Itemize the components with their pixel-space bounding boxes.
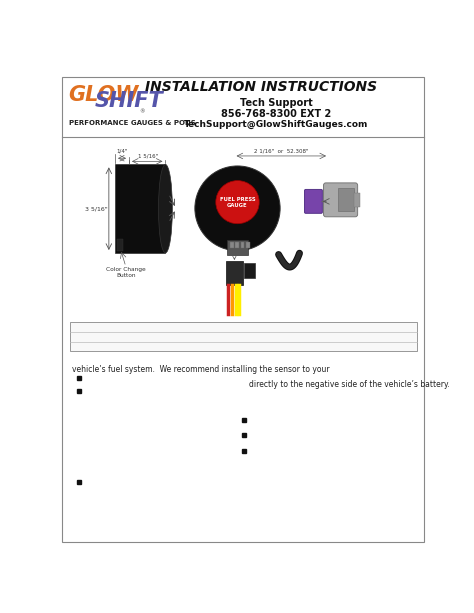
Bar: [226, 261, 243, 284]
Text: 2 1/16"  or  52.308": 2 1/16" or 52.308": [254, 148, 309, 154]
Ellipse shape: [158, 164, 173, 253]
Bar: [230, 242, 234, 248]
Circle shape: [195, 166, 280, 251]
Bar: [70, 321, 417, 351]
Circle shape: [216, 181, 259, 224]
Text: GLOW: GLOW: [69, 85, 139, 105]
Bar: [241, 242, 245, 248]
Bar: [115, 164, 165, 253]
Bar: [244, 263, 255, 278]
FancyBboxPatch shape: [304, 189, 322, 213]
Bar: [235, 242, 239, 248]
Text: Tech Support: Tech Support: [240, 98, 313, 108]
Text: PERFORMANCE GAUGES & PODS: PERFORMANCE GAUGES & PODS: [69, 120, 195, 126]
Text: vehicle’s fuel system.  We recommend installing the sensor to your: vehicle’s fuel system. We recommend inst…: [72, 365, 329, 373]
Text: 856-768-8300 EXT 2: 856-768-8300 EXT 2: [221, 109, 331, 118]
Bar: [117, 239, 123, 251]
Text: 1/4": 1/4": [116, 148, 128, 154]
Bar: [354, 193, 360, 207]
Bar: [338, 188, 354, 211]
Text: INSTALLATION INSTRUCTIONS: INSTALLATION INSTRUCTIONS: [145, 80, 377, 94]
Bar: [227, 240, 248, 255]
Text: TechSupport@GlowShiftGauges.com: TechSupport@GlowShiftGauges.com: [184, 120, 368, 129]
Text: SHIFT: SHIFT: [95, 91, 164, 112]
Text: 1 5/16": 1 5/16": [138, 153, 158, 158]
Bar: [246, 242, 250, 248]
Text: 3 5/16": 3 5/16": [84, 206, 107, 211]
Text: directly to the negative side of the vehicle’s battery.: directly to the negative side of the veh…: [249, 380, 450, 389]
Text: Color Change
Button: Color Change Button: [106, 267, 146, 278]
FancyBboxPatch shape: [324, 183, 357, 217]
Text: FUEL PRESS
GAUGE: FUEL PRESS GAUGE: [219, 197, 255, 208]
Text: ®: ®: [139, 110, 145, 115]
